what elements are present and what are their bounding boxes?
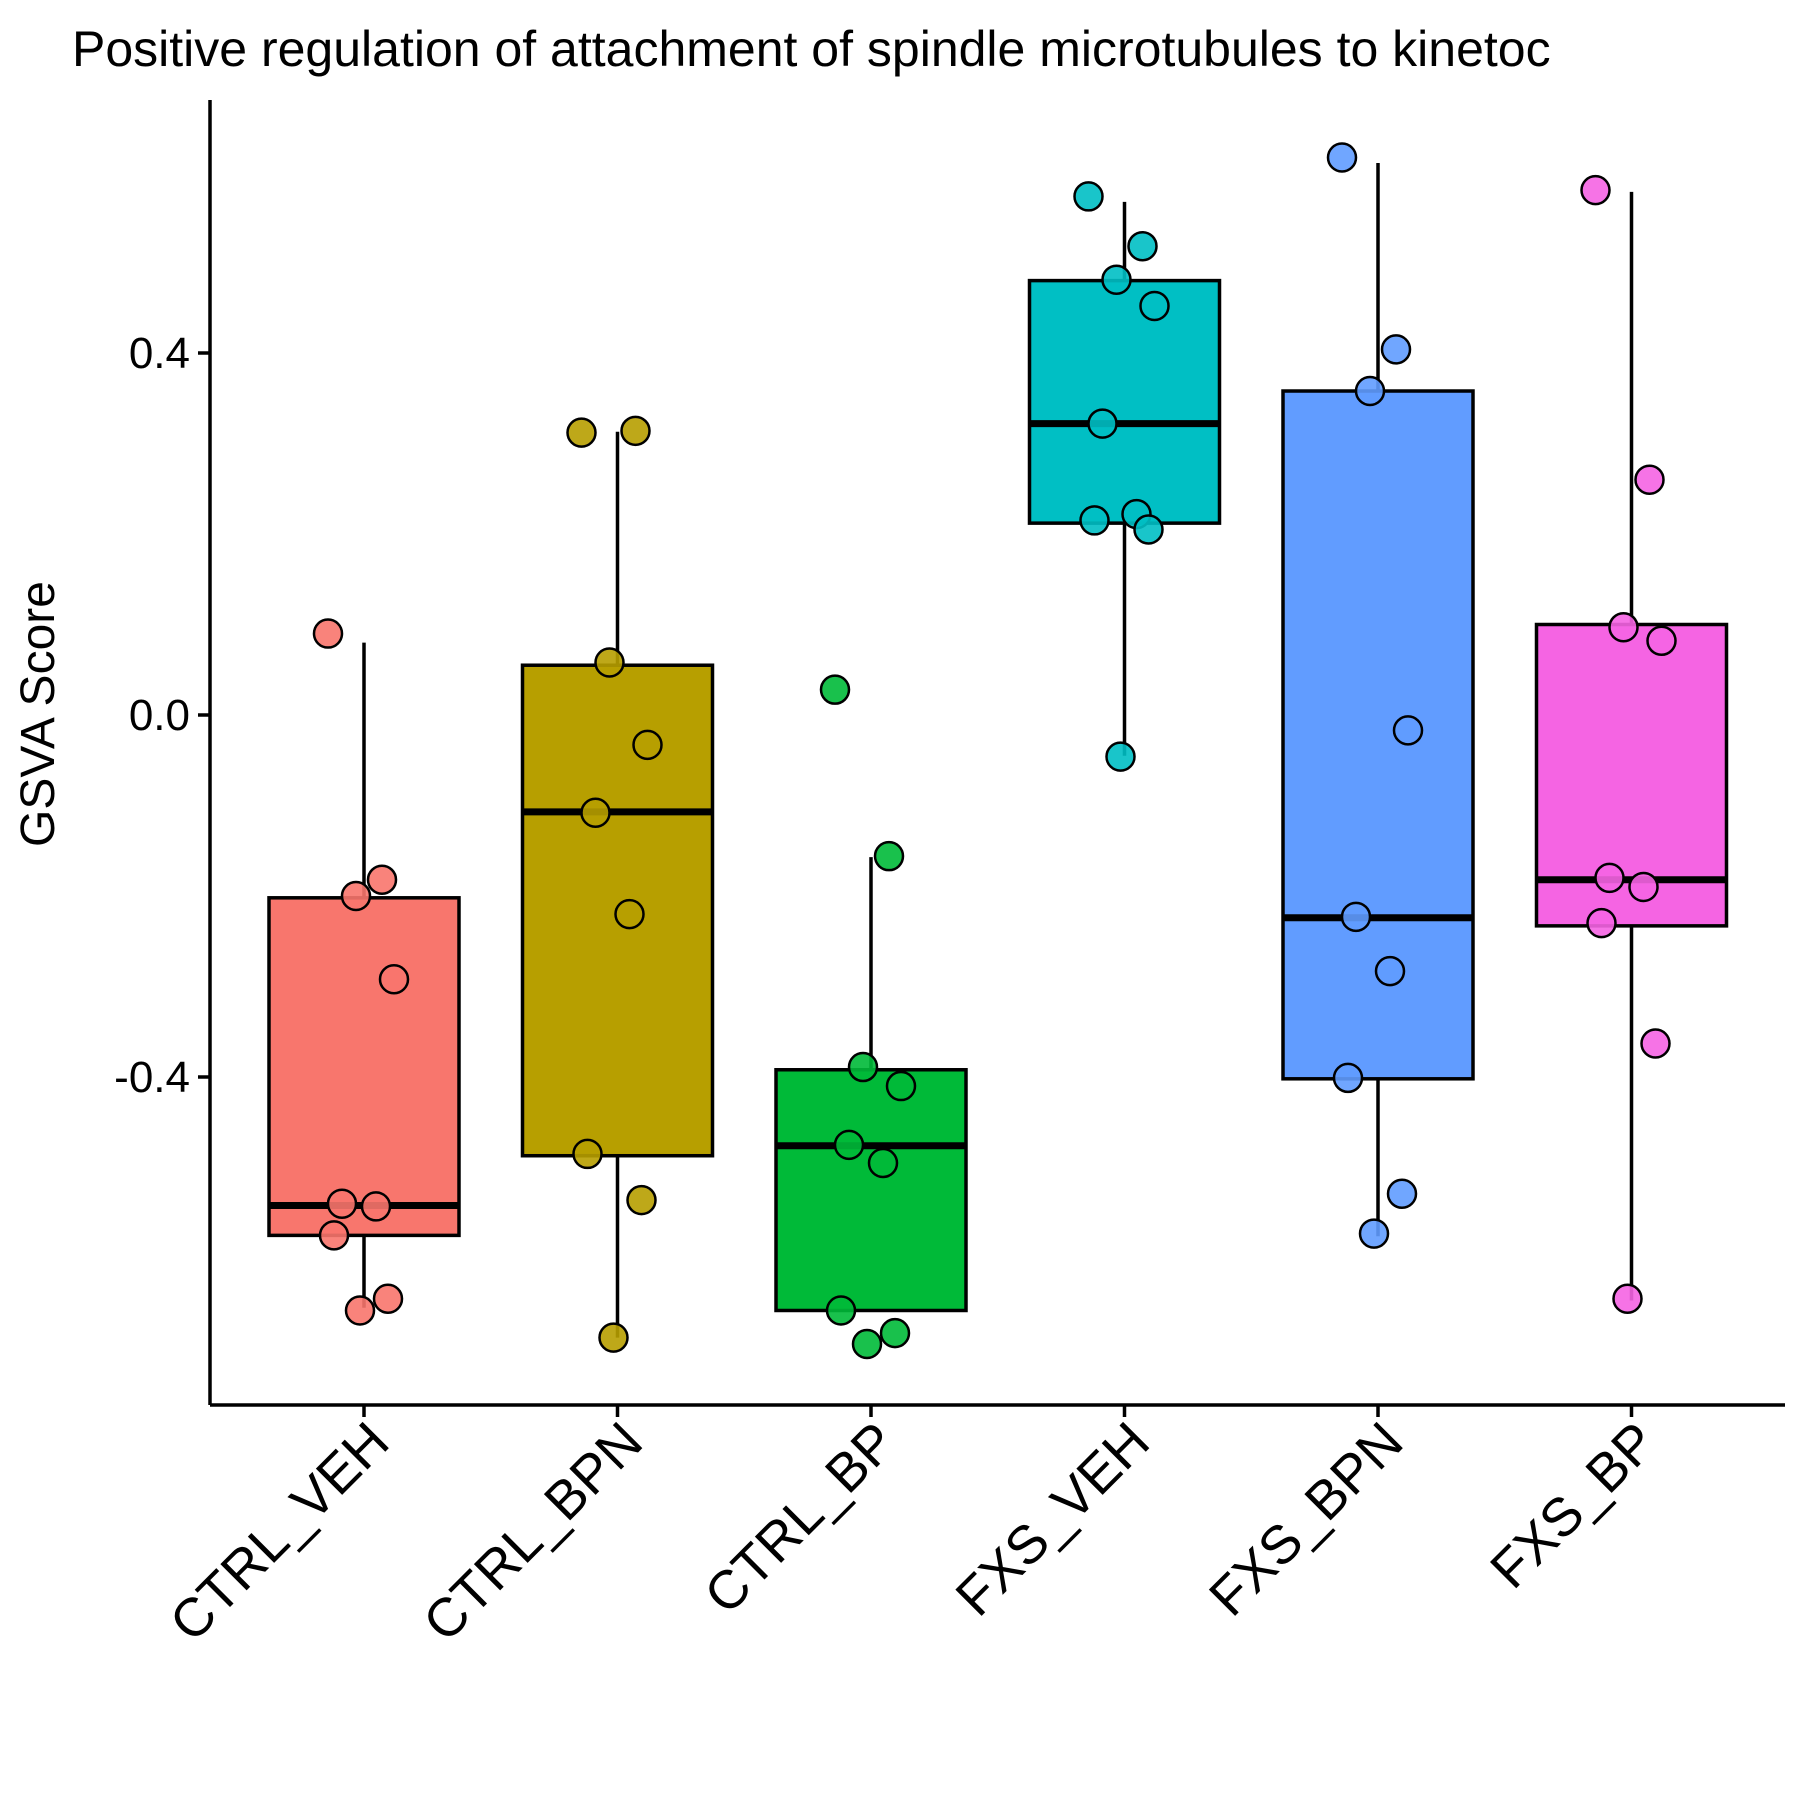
points-ctrl-bpn: [566, 415, 663, 1353]
data-point: [873, 840, 905, 872]
x-tick-label: CTRL_BP: [693, 1411, 907, 1625]
data-point: [1594, 862, 1625, 894]
data-point: [851, 1328, 883, 1360]
data-point: [1646, 625, 1677, 657]
data-point: [1127, 230, 1158, 262]
data-point: [360, 1191, 392, 1222]
box-ctrl-veh: [267, 642, 461, 1308]
data-point: [1358, 1218, 1390, 1249]
points-ctrl-veh: [312, 618, 410, 1326]
box-body: [1027, 278, 1222, 525]
x-tick-label: CTRL_VEH: [159, 1411, 401, 1653]
data-point: [819, 674, 851, 705]
data-point: [847, 1051, 879, 1083]
data-point: [594, 647, 625, 678]
points-fxs-bpn: [1326, 142, 1424, 1249]
data-point: [1101, 264, 1132, 295]
data-point: [378, 964, 410, 995]
data-point: [1386, 1178, 1418, 1209]
data-point: [1133, 514, 1164, 545]
data-point: [340, 880, 372, 912]
data-point: [879, 1317, 911, 1349]
y-tick-label: 0.4: [129, 329, 190, 378]
box-ctrl-bp: [774, 857, 968, 1313]
data-point: [1392, 715, 1424, 746]
data-point: [1105, 741, 1136, 772]
box-ctrl-bpn: [520, 431, 715, 1338]
x-tick-label: CTRL_BPN: [412, 1411, 654, 1653]
data-point: [1580, 174, 1611, 206]
data-point: [626, 1184, 657, 1216]
y-tick-label: -0.4: [114, 1053, 190, 1102]
data-point: [1612, 1283, 1643, 1314]
data-point: [344, 1295, 376, 1326]
box-body: [267, 896, 461, 1238]
data-point: [1087, 408, 1118, 439]
data-point: [1640, 1028, 1671, 1059]
data-point: [1326, 142, 1358, 173]
data-point: [1586, 907, 1617, 939]
data-point: [1380, 334, 1412, 365]
box-body: [774, 1068, 968, 1313]
chart-title: Positive regulation of attachment of spi…: [72, 21, 1551, 77]
data-point: [1354, 375, 1386, 407]
box-body: [1534, 622, 1729, 928]
data-point: [580, 797, 611, 828]
box-body: [1281, 389, 1475, 1081]
data-point: [1079, 505, 1110, 536]
data-point: [833, 1129, 865, 1161]
data-point: [1340, 901, 1372, 933]
data-point: [366, 864, 398, 895]
box-fxs-bp: [1534, 191, 1729, 1301]
x-tick-label: FXS_VEH: [945, 1411, 1161, 1627]
x-tick-label: FXS_BP: [1479, 1411, 1668, 1600]
box-fxs-bpn: [1281, 162, 1475, 1237]
data-point: [885, 1070, 917, 1102]
y-tick-label: 0.0: [129, 691, 190, 740]
data-point: [1332, 1062, 1364, 1094]
data-point: [614, 898, 645, 930]
data-point: [312, 618, 344, 649]
data-point: [326, 1188, 358, 1219]
data-point: [825, 1295, 857, 1326]
x-tick-label: FXS_BPN: [1198, 1411, 1414, 1627]
y-axis-title: GSVA Score: [12, 581, 65, 847]
data-point: [318, 1220, 350, 1251]
data-point: [372, 1283, 404, 1314]
data-point: [1073, 181, 1104, 212]
data-point: [1608, 611, 1639, 643]
data-point: [1374, 955, 1406, 987]
data-point: [1139, 290, 1170, 322]
data-point: [566, 417, 597, 448]
plot-area: [267, 142, 1729, 1360]
data-point: [1628, 871, 1659, 903]
data-point: [1634, 464, 1665, 495]
data-point: [867, 1147, 899, 1179]
data-point: [598, 1322, 629, 1353]
points-fxs-veh: [1073, 181, 1170, 772]
points-fxs-bp: [1580, 174, 1677, 1314]
points-ctrl-bp: [819, 674, 917, 1360]
data-point: [632, 729, 663, 761]
data-point: [620, 415, 651, 447]
data-point: [572, 1138, 603, 1170]
